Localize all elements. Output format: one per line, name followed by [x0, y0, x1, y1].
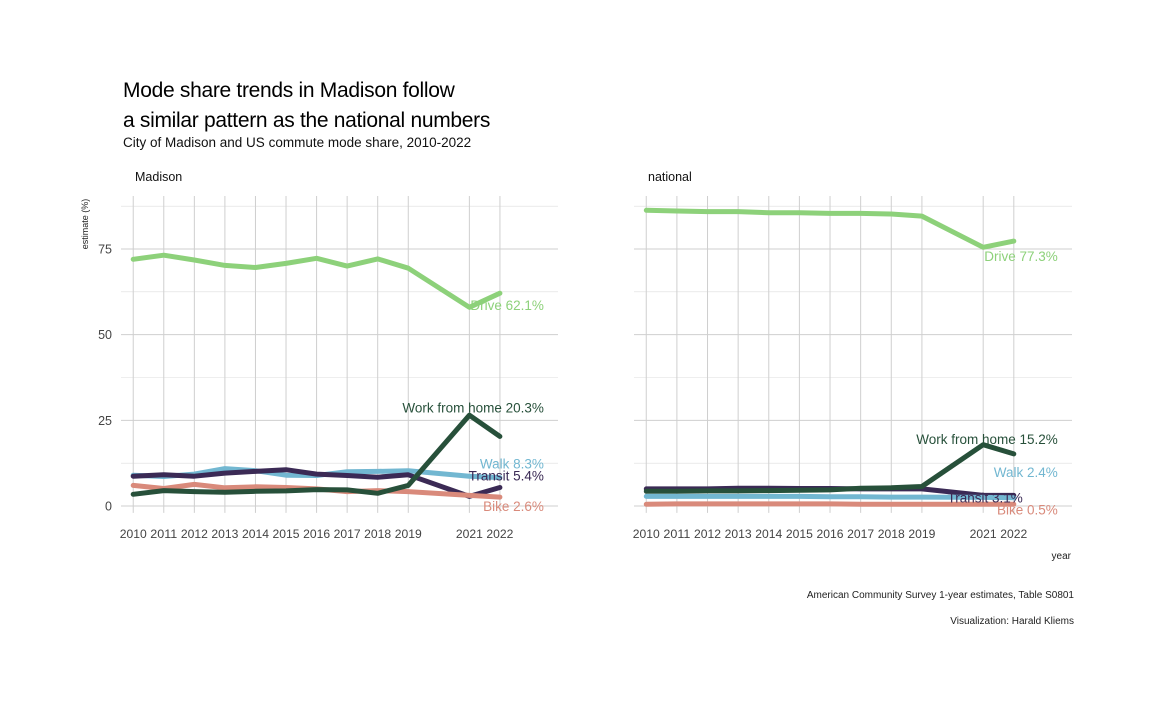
title-line-2: a similar pattern as the national number…: [123, 109, 491, 132]
series-end-label-madison-transit: Transit 5.4%: [469, 468, 544, 483]
y-tick-label: 0: [105, 500, 112, 514]
x-tick-label: 2022: [1000, 527, 1027, 541]
x-axis-title: year: [1052, 551, 1072, 562]
x-tick-label: 2021: [970, 527, 997, 541]
series-end-label-madison-bike: Bike 2.6%: [483, 499, 544, 514]
x-tick-label: 2013: [725, 527, 752, 541]
x-tick-label: 2016: [303, 527, 330, 541]
x-tick-label: 2012: [181, 527, 208, 541]
series-end-label-madison-drive: Drive 62.1%: [470, 298, 544, 313]
x-tick-label: 2011: [150, 527, 177, 541]
y-tick-label: 25: [98, 414, 112, 428]
caption-credit: Visualization: Harald Kliems: [950, 616, 1074, 627]
series-end-label-madison-work-from-home: Work from home 20.3%: [402, 400, 544, 415]
y-tick-label: 75: [98, 243, 112, 257]
x-tick-label: 2018: [878, 527, 905, 541]
series-line-national-work-from-home: [643, 442, 1017, 494]
series-line-national-drive: [643, 207, 1017, 250]
y-tick-label: 50: [98, 328, 112, 342]
x-tick-label: 2012: [694, 527, 721, 541]
y-axis-title: estimate (%): [80, 199, 90, 250]
title-line-1: Mode share trends in Madison follow: [123, 79, 455, 102]
panel-label-national: national: [648, 170, 692, 184]
x-tick-label: 2013: [211, 527, 238, 541]
x-tick-label: 2015: [786, 527, 813, 541]
panel-label-madison: Madison: [135, 170, 182, 184]
x-tick-label: 2018: [364, 527, 391, 541]
series-end-label-national-bike: Bike 0.5%: [997, 502, 1058, 517]
x-tick-label: 2010: [120, 527, 147, 541]
x-tick-label: 2019: [395, 527, 422, 541]
series-line-madison-drive: [130, 252, 503, 310]
series-line-national-walk: [643, 493, 1017, 501]
series-end-label-madison-walk: Walk 8.3%: [480, 457, 544, 472]
x-tick-label: 2019: [908, 527, 935, 541]
x-tick-label: 2015: [273, 527, 300, 541]
series-line-madison-work-from-home: [130, 412, 503, 497]
chart-subtitle: City of Madison and US commute mode shar…: [123, 135, 472, 150]
series-end-label-national-transit: Transit 3.1%: [948, 490, 1023, 505]
series-end-label-national-drive: Drive 77.3%: [984, 249, 1058, 264]
x-tick-label: 2017: [847, 527, 874, 541]
x-tick-label: 2010: [633, 527, 660, 541]
x-tick-label: 2021: [456, 527, 483, 541]
x-tick-label: 2016: [817, 527, 844, 541]
x-tick-label: 2017: [334, 527, 361, 541]
series-line-madison-transit: [130, 467, 503, 499]
caption-source: American Community Survey 1-year estimat…: [806, 590, 1074, 601]
series-end-label-national-work-from-home: Work from home 15.2%: [916, 432, 1058, 447]
x-tick-label: 2014: [242, 527, 269, 541]
chart-title: Mode share trends in Madison follow a si…: [123, 76, 490, 136]
x-tick-label: 2022: [486, 527, 513, 541]
series-end-label-national-walk: Walk 2.4%: [994, 465, 1058, 480]
x-tick-label: 2011: [663, 527, 690, 541]
x-tick-label: 2014: [755, 527, 782, 541]
